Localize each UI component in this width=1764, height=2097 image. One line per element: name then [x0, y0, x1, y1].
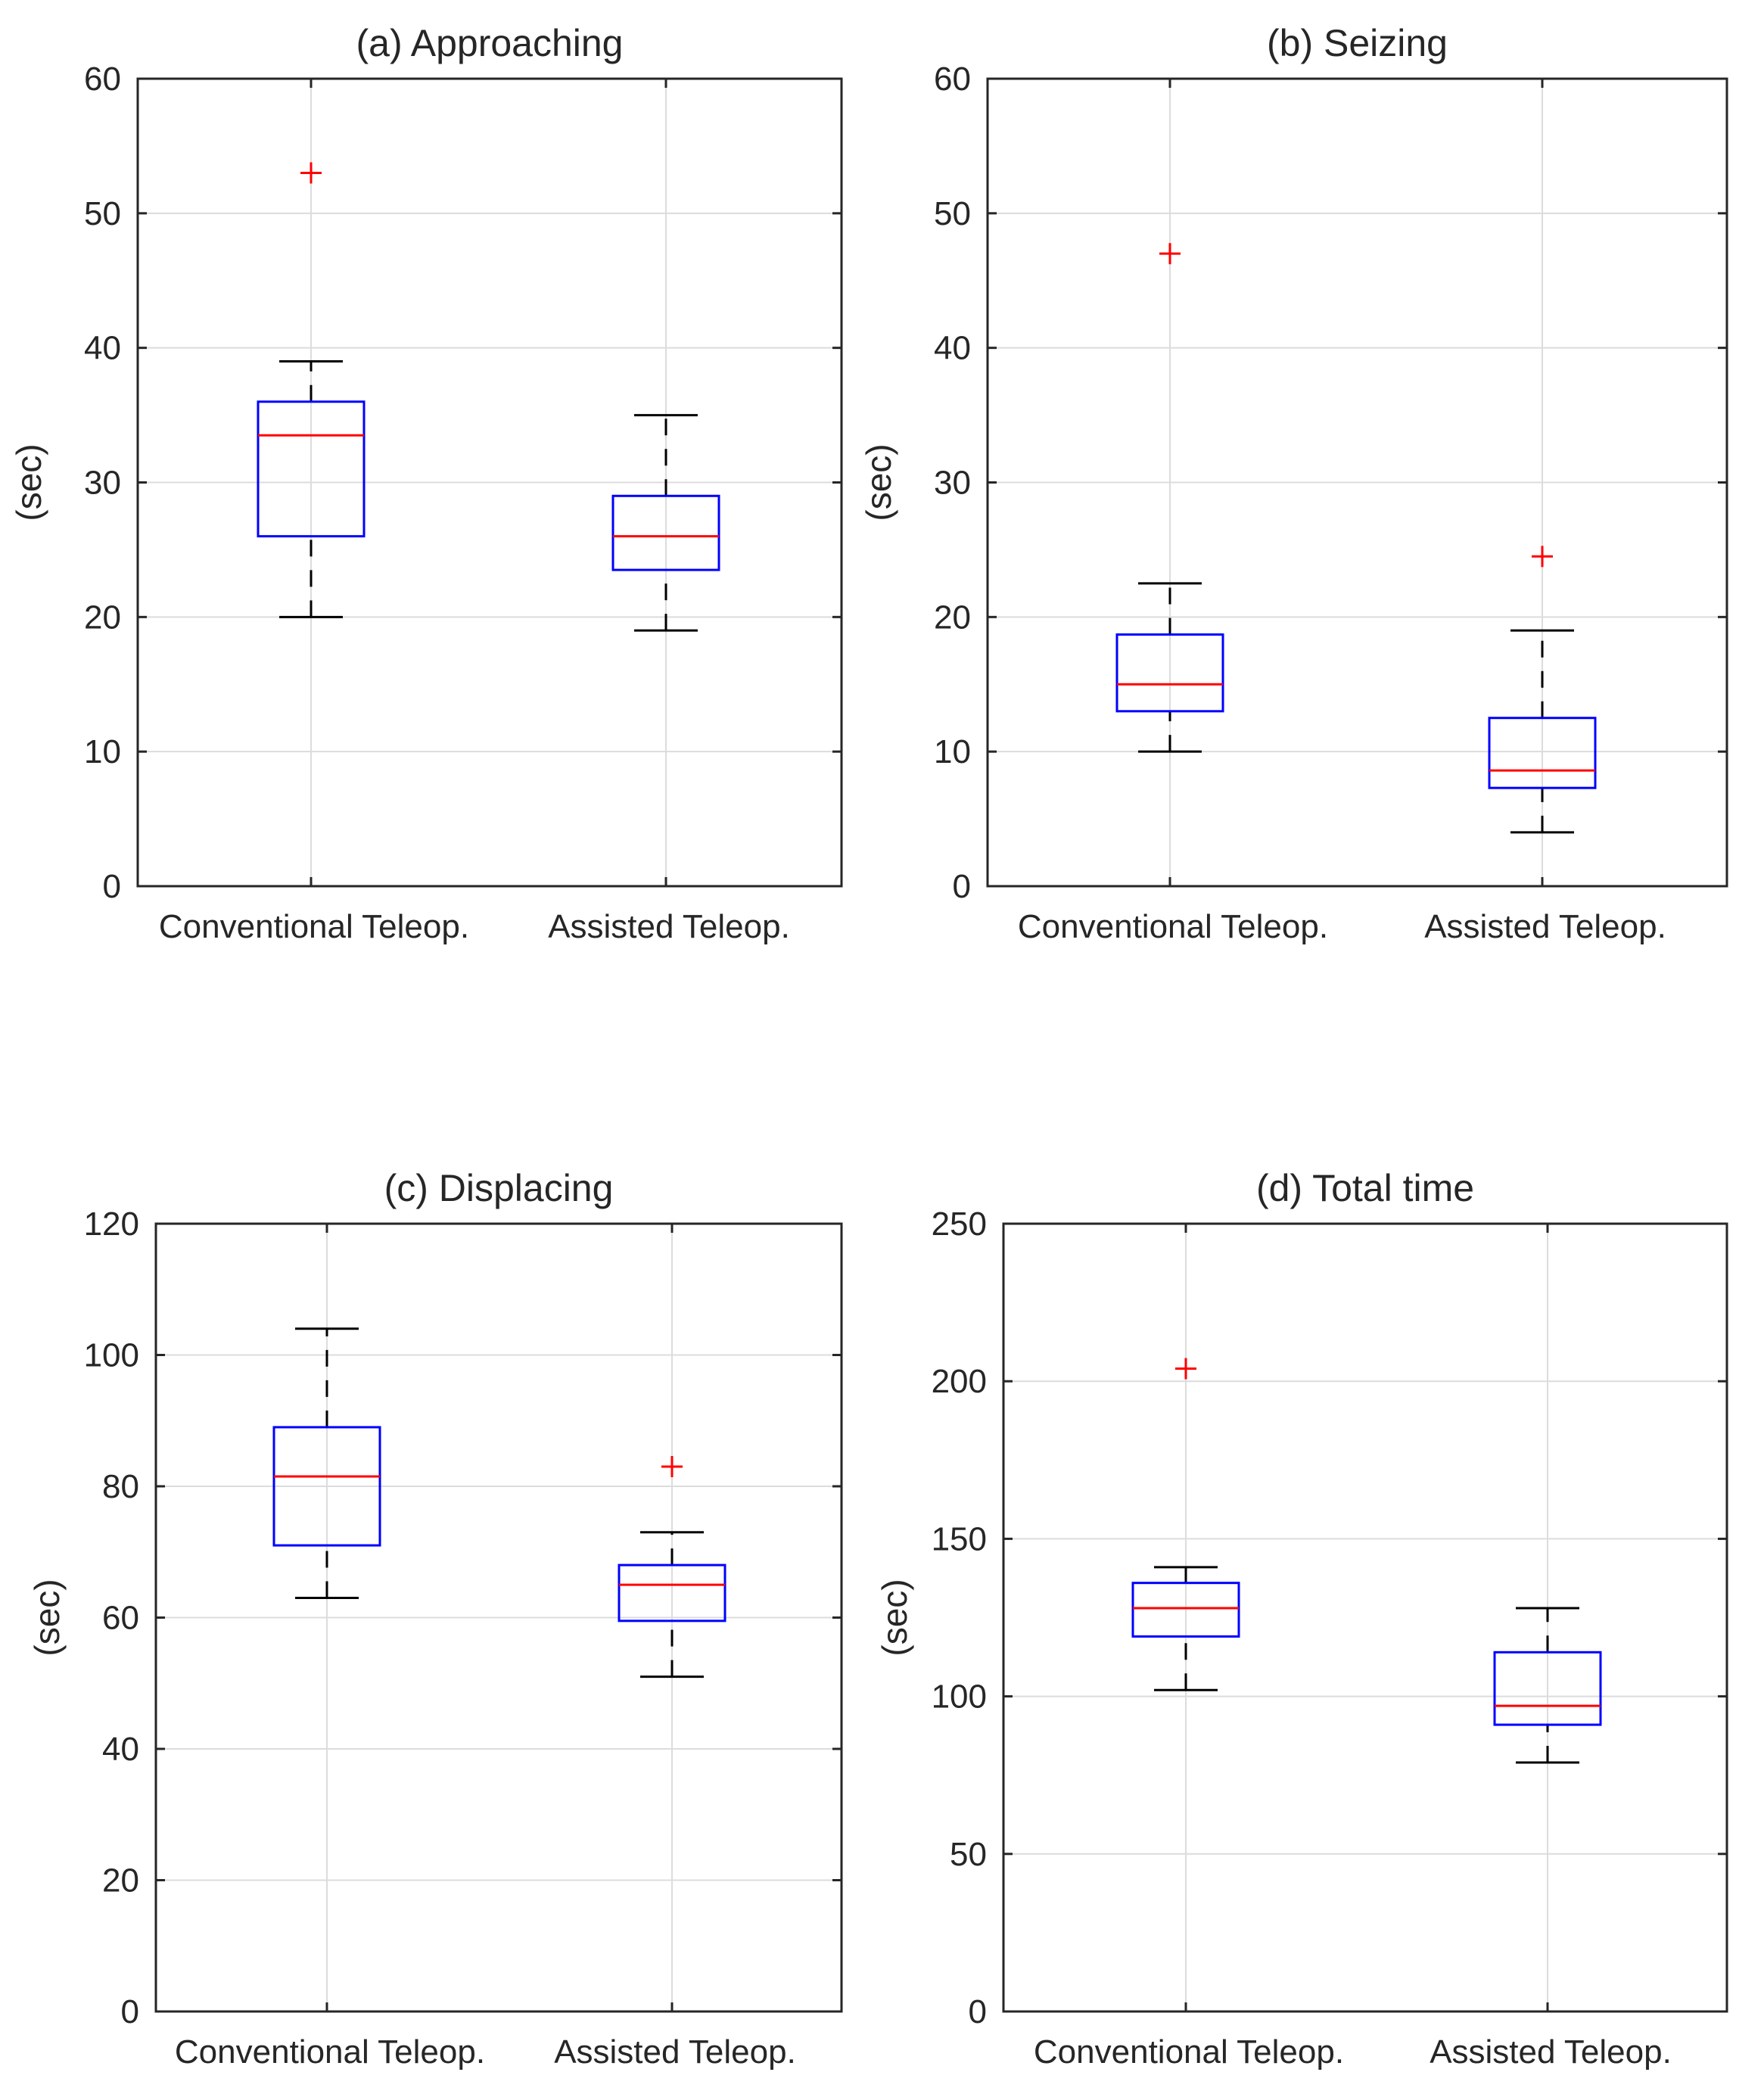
chart-approaching: 0 10 20 30 40 50 60 Conventional Teleop. Assiste…: [9, 22, 843, 945]
chart-title: (c) Displacing: [384, 1167, 614, 1209]
box-iqr: [1115, 633, 1224, 713]
y-axis-label: (sec): [875, 1579, 914, 1656]
y-tick-label: 50: [934, 195, 971, 232]
y-tick-label: 50: [84, 195, 121, 232]
x-tick-label: Assisted Teleop.: [554, 2033, 796, 2071]
box-iqr: [1131, 1582, 1240, 1638]
y-tick-label: 0: [103, 868, 121, 905]
outlier-marker: [300, 162, 322, 184]
y-tick-label: 10: [84, 733, 121, 770]
y-tick-label: 30: [84, 465, 121, 502]
y-tick-label: 40: [102, 1731, 139, 1768]
outlier-marker: [1159, 243, 1181, 265]
chart-seizing: 0 10 20 30 40 50 60 Conventional Teleop. Assiste…: [859, 22, 1728, 945]
y-tick-label: 20: [934, 599, 971, 636]
box-iqr: [272, 1426, 381, 1547]
chart-title: (b) Seizing: [1267, 22, 1448, 64]
y-axis-label: (sec): [9, 443, 48, 521]
y-tick-label: 10: [934, 733, 971, 770]
y-tick-label: 0: [969, 1993, 987, 2030]
x-tick-label: Conventional Teleop.: [1018, 908, 1328, 945]
box-iqr: [1488, 717, 1597, 789]
y-axis-label: (sec): [27, 1579, 67, 1656]
y-tick-label: 100: [932, 1679, 987, 1716]
y-tick-label: 150: [932, 1520, 987, 1557]
box-iqr: [257, 400, 366, 538]
y-tick-label: 60: [84, 61, 121, 98]
y-tick-label: 40: [84, 330, 121, 367]
y-tick-label: 20: [102, 1862, 139, 1899]
y-tick-label: 80: [102, 1468, 139, 1505]
x-tick-label: Conventional Teleop.: [1034, 2033, 1344, 2071]
y-tick-label: 120: [84, 1206, 139, 1243]
box-iqr: [618, 1563, 726, 1623]
y-axis-label: (sec): [859, 443, 898, 521]
plot-area: [1003, 1224, 1727, 2011]
chart-title: (a) Approaching: [356, 22, 623, 64]
chart-total-time: 0 50 100 150 200 250 Conventional Teleop. Assis…: [875, 1167, 1728, 2071]
y-tick-label: 100: [84, 1337, 139, 1374]
y-tick-label: 250: [932, 1206, 987, 1243]
outlier-marker: [661, 1455, 683, 1477]
x-tick-label: Conventional Teleop.: [175, 2033, 485, 2071]
x-tick-label: Conventional Teleop.: [159, 908, 469, 945]
y-tick-label: 200: [932, 1363, 987, 1400]
y-tick-label: 60: [102, 1600, 139, 1637]
y-tick-label: 40: [934, 330, 971, 367]
y-tick-label: 20: [84, 599, 121, 636]
y-tick-label: 50: [950, 1836, 987, 1873]
y-tick-label: 0: [121, 1993, 139, 2030]
box-iqr: [611, 494, 720, 571]
outlier-marker: [1532, 546, 1553, 568]
x-tick-label: Assisted Teleop.: [1430, 2033, 1672, 2071]
chart-displacing: 0 20 40 60 80 100 120 Conventional Teleop. Assis…: [27, 1167, 843, 2071]
x-tick-label: Assisted Teleop.: [1424, 908, 1666, 945]
box-iqr: [1493, 1651, 1602, 1726]
outlier-marker: [1175, 1358, 1196, 1380]
y-tick-label: 60: [934, 61, 971, 98]
y-tick-label: 30: [934, 465, 971, 502]
chart-title: (d) Total time: [1256, 1167, 1474, 1209]
axes-frame: [1002, 1222, 1728, 2013]
x-tick-label: Assisted Teleop.: [548, 908, 790, 945]
y-tick-label: 0: [953, 868, 971, 905]
